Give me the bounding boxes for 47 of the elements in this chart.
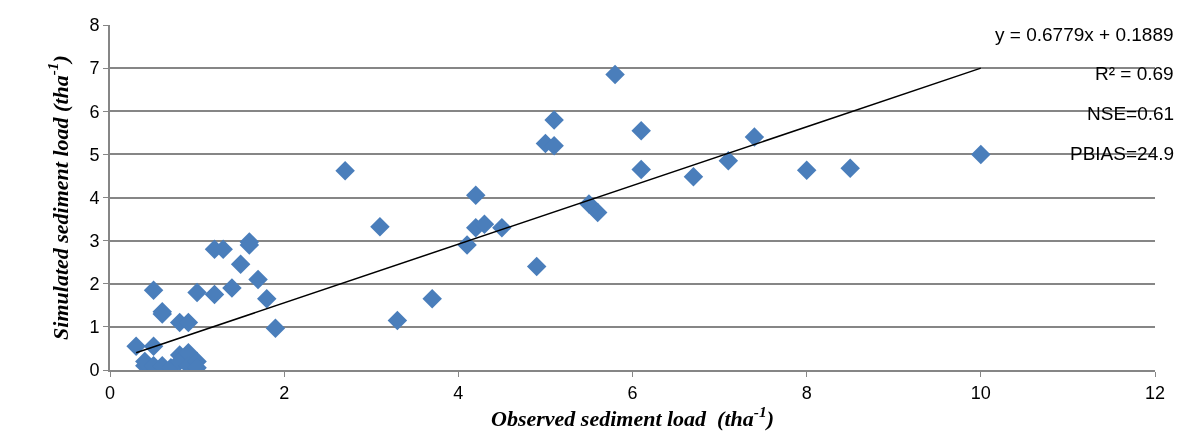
y-tick-label: 7 [89, 58, 100, 79]
x-tick-label: 12 [1144, 382, 1166, 403]
annotation: PBIAS=24.9 [1070, 143, 1175, 164]
point [683, 167, 704, 187]
y-tick-label: 0 [89, 360, 100, 381]
point [718, 151, 739, 171]
point [840, 158, 860, 178]
point [466, 185, 486, 206]
point [605, 64, 625, 85]
x-tick-label: 6 [627, 382, 638, 403]
point [187, 282, 207, 303]
point [257, 289, 277, 309]
point [631, 159, 651, 180]
y-tick-label: 8 [89, 15, 100, 36]
point [126, 336, 146, 357]
point [222, 278, 242, 298]
point [265, 318, 286, 338]
point [387, 310, 408, 331]
point [335, 161, 355, 181]
y-tick-label: 4 [89, 187, 100, 208]
y-tick-label: 2 [89, 274, 100, 295]
x-tick-label: 4 [453, 382, 464, 403]
point [370, 217, 390, 237]
y-tick-label: 1 [89, 317, 100, 338]
point [544, 110, 564, 130]
annotation: R² = 0.69 [1095, 63, 1174, 84]
y-tick-label: 3 [89, 230, 100, 251]
point [204, 284, 225, 305]
point [587, 202, 608, 223]
x-axis-title: Observed sediment load (tha$^{-1}$) [491, 402, 774, 431]
point [422, 289, 442, 309]
x-tick-label: 10 [970, 382, 991, 403]
point [796, 160, 817, 181]
x-tick-label: 0 [104, 382, 116, 403]
point [971, 144, 991, 165]
point [631, 120, 651, 141]
annotation: y = 0.6779x + 0.1889 [995, 24, 1174, 45]
y-tick-label: 6 [89, 101, 100, 122]
y-tick-label: 5 [89, 144, 100, 165]
point [248, 269, 268, 290]
x-tick-label: 2 [279, 382, 290, 403]
point [143, 280, 164, 300]
annotation: NSE=0.61 [1087, 103, 1175, 124]
point [230, 254, 251, 275]
x-tick-label: 8 [801, 382, 812, 403]
point [744, 127, 765, 147]
point [526, 256, 547, 277]
